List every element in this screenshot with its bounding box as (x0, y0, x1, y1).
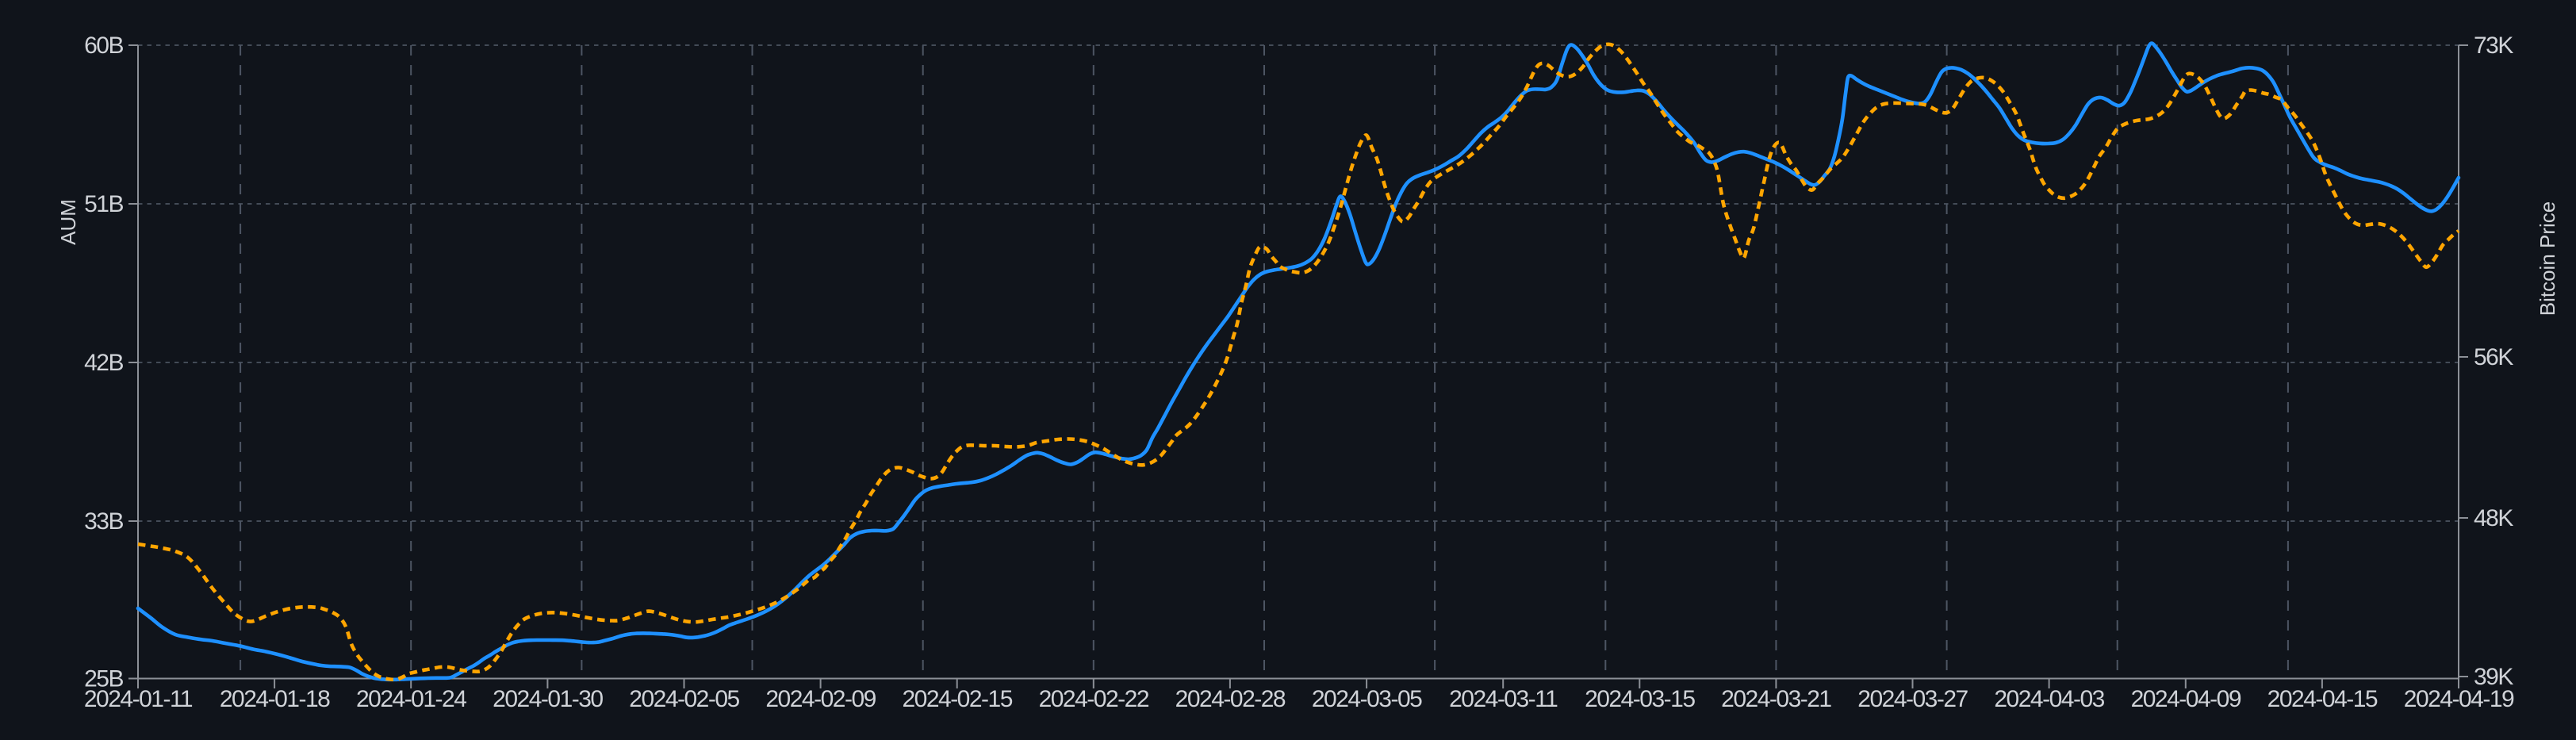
svg-text:2024-04-19: 2024-04-19 (2404, 686, 2514, 712)
svg-text:2024-02-05: 2024-02-05 (629, 686, 739, 712)
svg-text:2024-04-15: 2024-04-15 (2267, 686, 2378, 712)
svg-text:2024-03-05: 2024-03-05 (1312, 686, 1422, 712)
svg-text:51B: 51B (84, 191, 123, 217)
svg-text:48K: 48K (2474, 505, 2513, 531)
svg-text:2024-01-30: 2024-01-30 (493, 686, 603, 712)
svg-text:2024-01-24: 2024-01-24 (356, 686, 466, 712)
svg-text:33B: 33B (84, 508, 123, 535)
svg-text:60B: 60B (84, 33, 123, 59)
svg-text:2024-01-11: 2024-01-11 (84, 686, 193, 712)
svg-text:2024-03-21: 2024-03-21 (1721, 686, 1831, 712)
svg-text:2024-04-03: 2024-04-03 (1994, 686, 2104, 712)
svg-text:39K: 39K (2474, 664, 2513, 690)
svg-text:2024-03-15: 2024-03-15 (1585, 686, 1695, 712)
svg-text:56K: 56K (2474, 344, 2513, 370)
svg-text:2024-04-09: 2024-04-09 (2131, 686, 2241, 712)
svg-text:42B: 42B (84, 350, 123, 376)
svg-text:2024-03-11: 2024-03-11 (1449, 686, 1558, 712)
svg-text:2024-02-22: 2024-02-22 (1039, 686, 1149, 712)
svg-text:73K: 73K (2474, 33, 2513, 59)
svg-text:2024-01-18: 2024-01-18 (220, 686, 330, 712)
svg-text:2024-02-09: 2024-02-09 (765, 686, 876, 712)
svg-text:Bitcoin Price: Bitcoin Price (2536, 201, 2559, 316)
svg-text:2024-02-15: 2024-02-15 (902, 686, 1012, 712)
svg-text:2024-03-27: 2024-03-27 (1857, 686, 1968, 712)
svg-text:2024-02-28: 2024-02-28 (1175, 686, 1286, 712)
svg-text:AUM: AUM (56, 199, 80, 245)
svg-text:25B: 25B (84, 666, 123, 692)
